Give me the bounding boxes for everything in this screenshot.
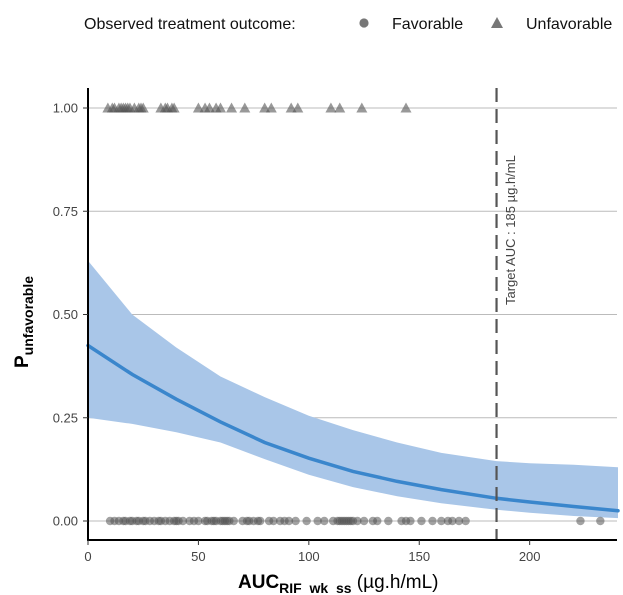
favorable-point — [194, 516, 203, 526]
favorable-point — [461, 516, 470, 526]
x-tick-label: 100 — [298, 549, 320, 564]
favorable-point — [448, 516, 457, 526]
target-annotation: Target AUC : 185 µg.h/mL — [503, 155, 518, 305]
confidence-band-layer — [88, 260, 618, 519]
favorable-point — [313, 516, 322, 526]
x-label-main: AUC — [238, 572, 279, 593]
x-label-unit: (µg.h/mL) — [352, 572, 439, 593]
x-tick-label: 150 — [408, 549, 430, 564]
fit-line — [86, 343, 620, 513]
legend-circle-marker — [359, 18, 369, 28]
y-tick-label: 0.25 — [53, 410, 78, 425]
favorable-point — [353, 516, 362, 526]
favorable-point — [576, 516, 585, 526]
favorable-point — [256, 516, 265, 526]
points-layer — [102, 102, 605, 526]
legend-triangle-marker — [491, 17, 503, 28]
legend-label-favorable: Favorable — [392, 16, 463, 33]
legend-label-unfavorable: Unfavorable — [526, 16, 612, 33]
unfavorable-point — [334, 102, 346, 113]
confidence-band — [88, 260, 618, 519]
legend-title: Observed treatment outcome: — [84, 16, 296, 33]
y-label-sub: unfavorable — [20, 276, 36, 356]
x-tick-label: 50 — [191, 549, 205, 564]
favorable-point — [359, 516, 369, 526]
y-tick-label: 0.50 — [53, 307, 78, 322]
favorable-point — [320, 516, 329, 526]
favorable-point — [417, 516, 426, 526]
y-tick-label: 0.00 — [53, 514, 78, 529]
x-tick-label: 200 — [519, 549, 541, 564]
unfavorable-point — [168, 102, 180, 113]
x-tick-label: 0 — [84, 549, 91, 564]
y-tick-label: 0.75 — [53, 204, 78, 219]
unfavorable-point — [400, 102, 412, 113]
favorable-point — [291, 516, 300, 526]
favorable-point — [269, 516, 278, 526]
favorable-point — [284, 516, 294, 526]
favorable-point — [373, 516, 382, 526]
ticks: 0.00 0.25 0.50 0.75 1.00 0 50 100 150 200 — [53, 101, 541, 565]
unfavorable-point — [239, 102, 251, 113]
favorable-point — [178, 516, 188, 526]
x-axis-label: AUCRIF wk ss (µg.h/mL) — [238, 572, 439, 595]
favorable-point — [406, 516, 415, 526]
x-label-sub: RIF wk ss — [279, 580, 352, 595]
favorable-point — [302, 516, 311, 526]
favorable-point — [596, 516, 605, 526]
unfavorable-point — [137, 102, 149, 113]
favorable-point — [428, 516, 437, 526]
y-axis-label: Punfavorable — [12, 276, 36, 368]
y-tick-label: 1.00 — [53, 101, 78, 116]
legend: Observed treatment outcome: Favorable Un… — [84, 16, 612, 33]
favorable-point — [437, 516, 446, 526]
unfavorable-point — [292, 102, 304, 113]
favorable-point — [384, 516, 393, 526]
fit-line-layer — [86, 343, 620, 513]
favorable-point — [229, 516, 238, 526]
unfavorable-point — [265, 102, 277, 113]
unfavorable-point — [215, 102, 226, 113]
unfavorable-point — [226, 102, 238, 113]
y-label-main: P — [12, 355, 33, 368]
unfavorable-point — [325, 102, 337, 113]
favorable-point — [454, 516, 464, 526]
unfavorable-point — [356, 102, 368, 113]
